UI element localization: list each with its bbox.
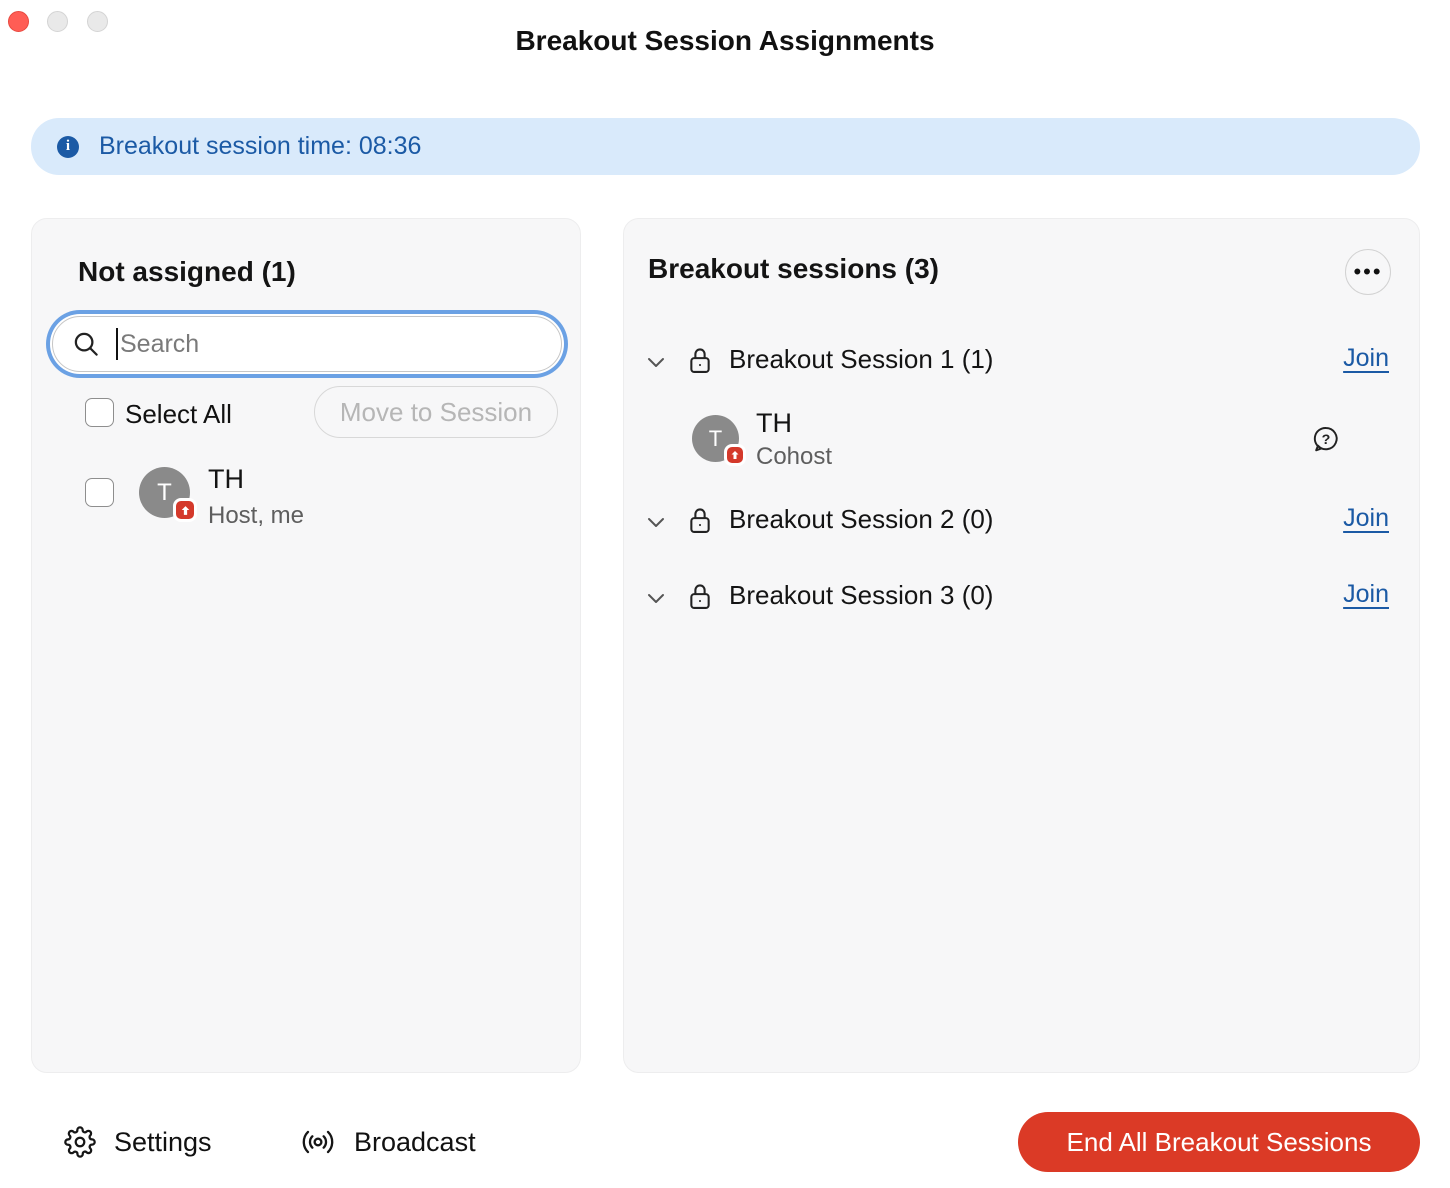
participant-checkbox[interactable]	[85, 478, 114, 507]
search-input[interactable]	[120, 329, 500, 359]
svg-text:?: ?	[1322, 432, 1331, 448]
screen-share-arrow-icon	[173, 498, 197, 522]
not-assigned-panel: Not assigned (1) Select All Move to Sess…	[31, 218, 581, 1073]
help-chat-bubble-icon[interactable]: ?	[1311, 424, 1341, 456]
participant-role: Host, me	[208, 502, 305, 529]
session-row[interactable]: Breakout Session 2 (0) Join	[624, 499, 1419, 545]
participant-name: TH	[208, 464, 244, 494]
ellipsis-icon: •••	[1353, 259, 1383, 284]
screen-share-arrow-icon	[724, 444, 746, 466]
gear-icon	[64, 1126, 96, 1158]
info-icon: i	[57, 135, 79, 158]
broadcast-icon	[302, 1130, 334, 1154]
search-icon	[74, 332, 98, 356]
not-assigned-title: Not assigned (1)	[78, 256, 296, 287]
lock-icon	[690, 584, 710, 609]
session-time-text: Breakout session time: 08:36	[99, 132, 422, 160]
breakout-sessions-panel: Breakout sessions (3) ••• Breakout Sessi…	[623, 218, 1420, 1073]
breakout-sessions-title: Breakout sessions (3)	[648, 253, 939, 284]
chevron-down-icon[interactable]	[644, 586, 668, 610]
participant-name: TH	[756, 408, 792, 438]
join-link[interactable]: Join	[1343, 580, 1389, 608]
lock-icon	[690, 348, 710, 373]
select-all-checkbox[interactable]	[85, 398, 114, 427]
settings-label: Settings	[114, 1126, 212, 1157]
join-link[interactable]: Join	[1343, 504, 1389, 532]
settings-button[interactable]: Settings	[64, 1126, 212, 1158]
session-time-banner: i Breakout session time: 08:36	[31, 118, 1420, 175]
broadcast-label: Broadcast	[354, 1126, 476, 1157]
avatar-initials: T	[708, 425, 723, 451]
participant-role: Cohost	[756, 443, 833, 470]
close-button[interactable]	[8, 11, 29, 32]
session-name: Breakout Session 1 (1)	[729, 344, 994, 374]
session-row[interactable]: Breakout Session 1 (1) Join	[624, 339, 1419, 385]
avatar-initials: T	[157, 478, 172, 506]
broadcast-button[interactable]: Broadcast	[300, 1126, 476, 1158]
session-name: Breakout Session 3 (0)	[729, 580, 994, 610]
chevron-down-icon[interactable]	[644, 350, 668, 374]
avatar: T	[139, 467, 197, 522]
maximize-button	[87, 11, 108, 32]
lock-icon	[690, 508, 710, 533]
avatar: T	[692, 415, 746, 466]
move-to-session-button[interactable]: Move to Session	[314, 386, 558, 438]
session-row[interactable]: Breakout Session 3 (0) Join	[624, 575, 1419, 621]
select-all-label: Select All	[125, 399, 232, 429]
session-name: Breakout Session 2 (0)	[729, 504, 994, 534]
page-title: Breakout Session Assignments	[515, 25, 935, 56]
more-options-button[interactable]: •••	[1345, 249, 1391, 295]
chevron-down-icon[interactable]	[644, 510, 668, 534]
end-all-breakout-sessions-button[interactable]: End All Breakout Sessions	[1018, 1112, 1420, 1172]
minimize-button	[47, 11, 68, 32]
join-link[interactable]: Join	[1343, 344, 1389, 372]
search-field[interactable]	[52, 316, 562, 372]
text-cursor	[116, 328, 118, 360]
